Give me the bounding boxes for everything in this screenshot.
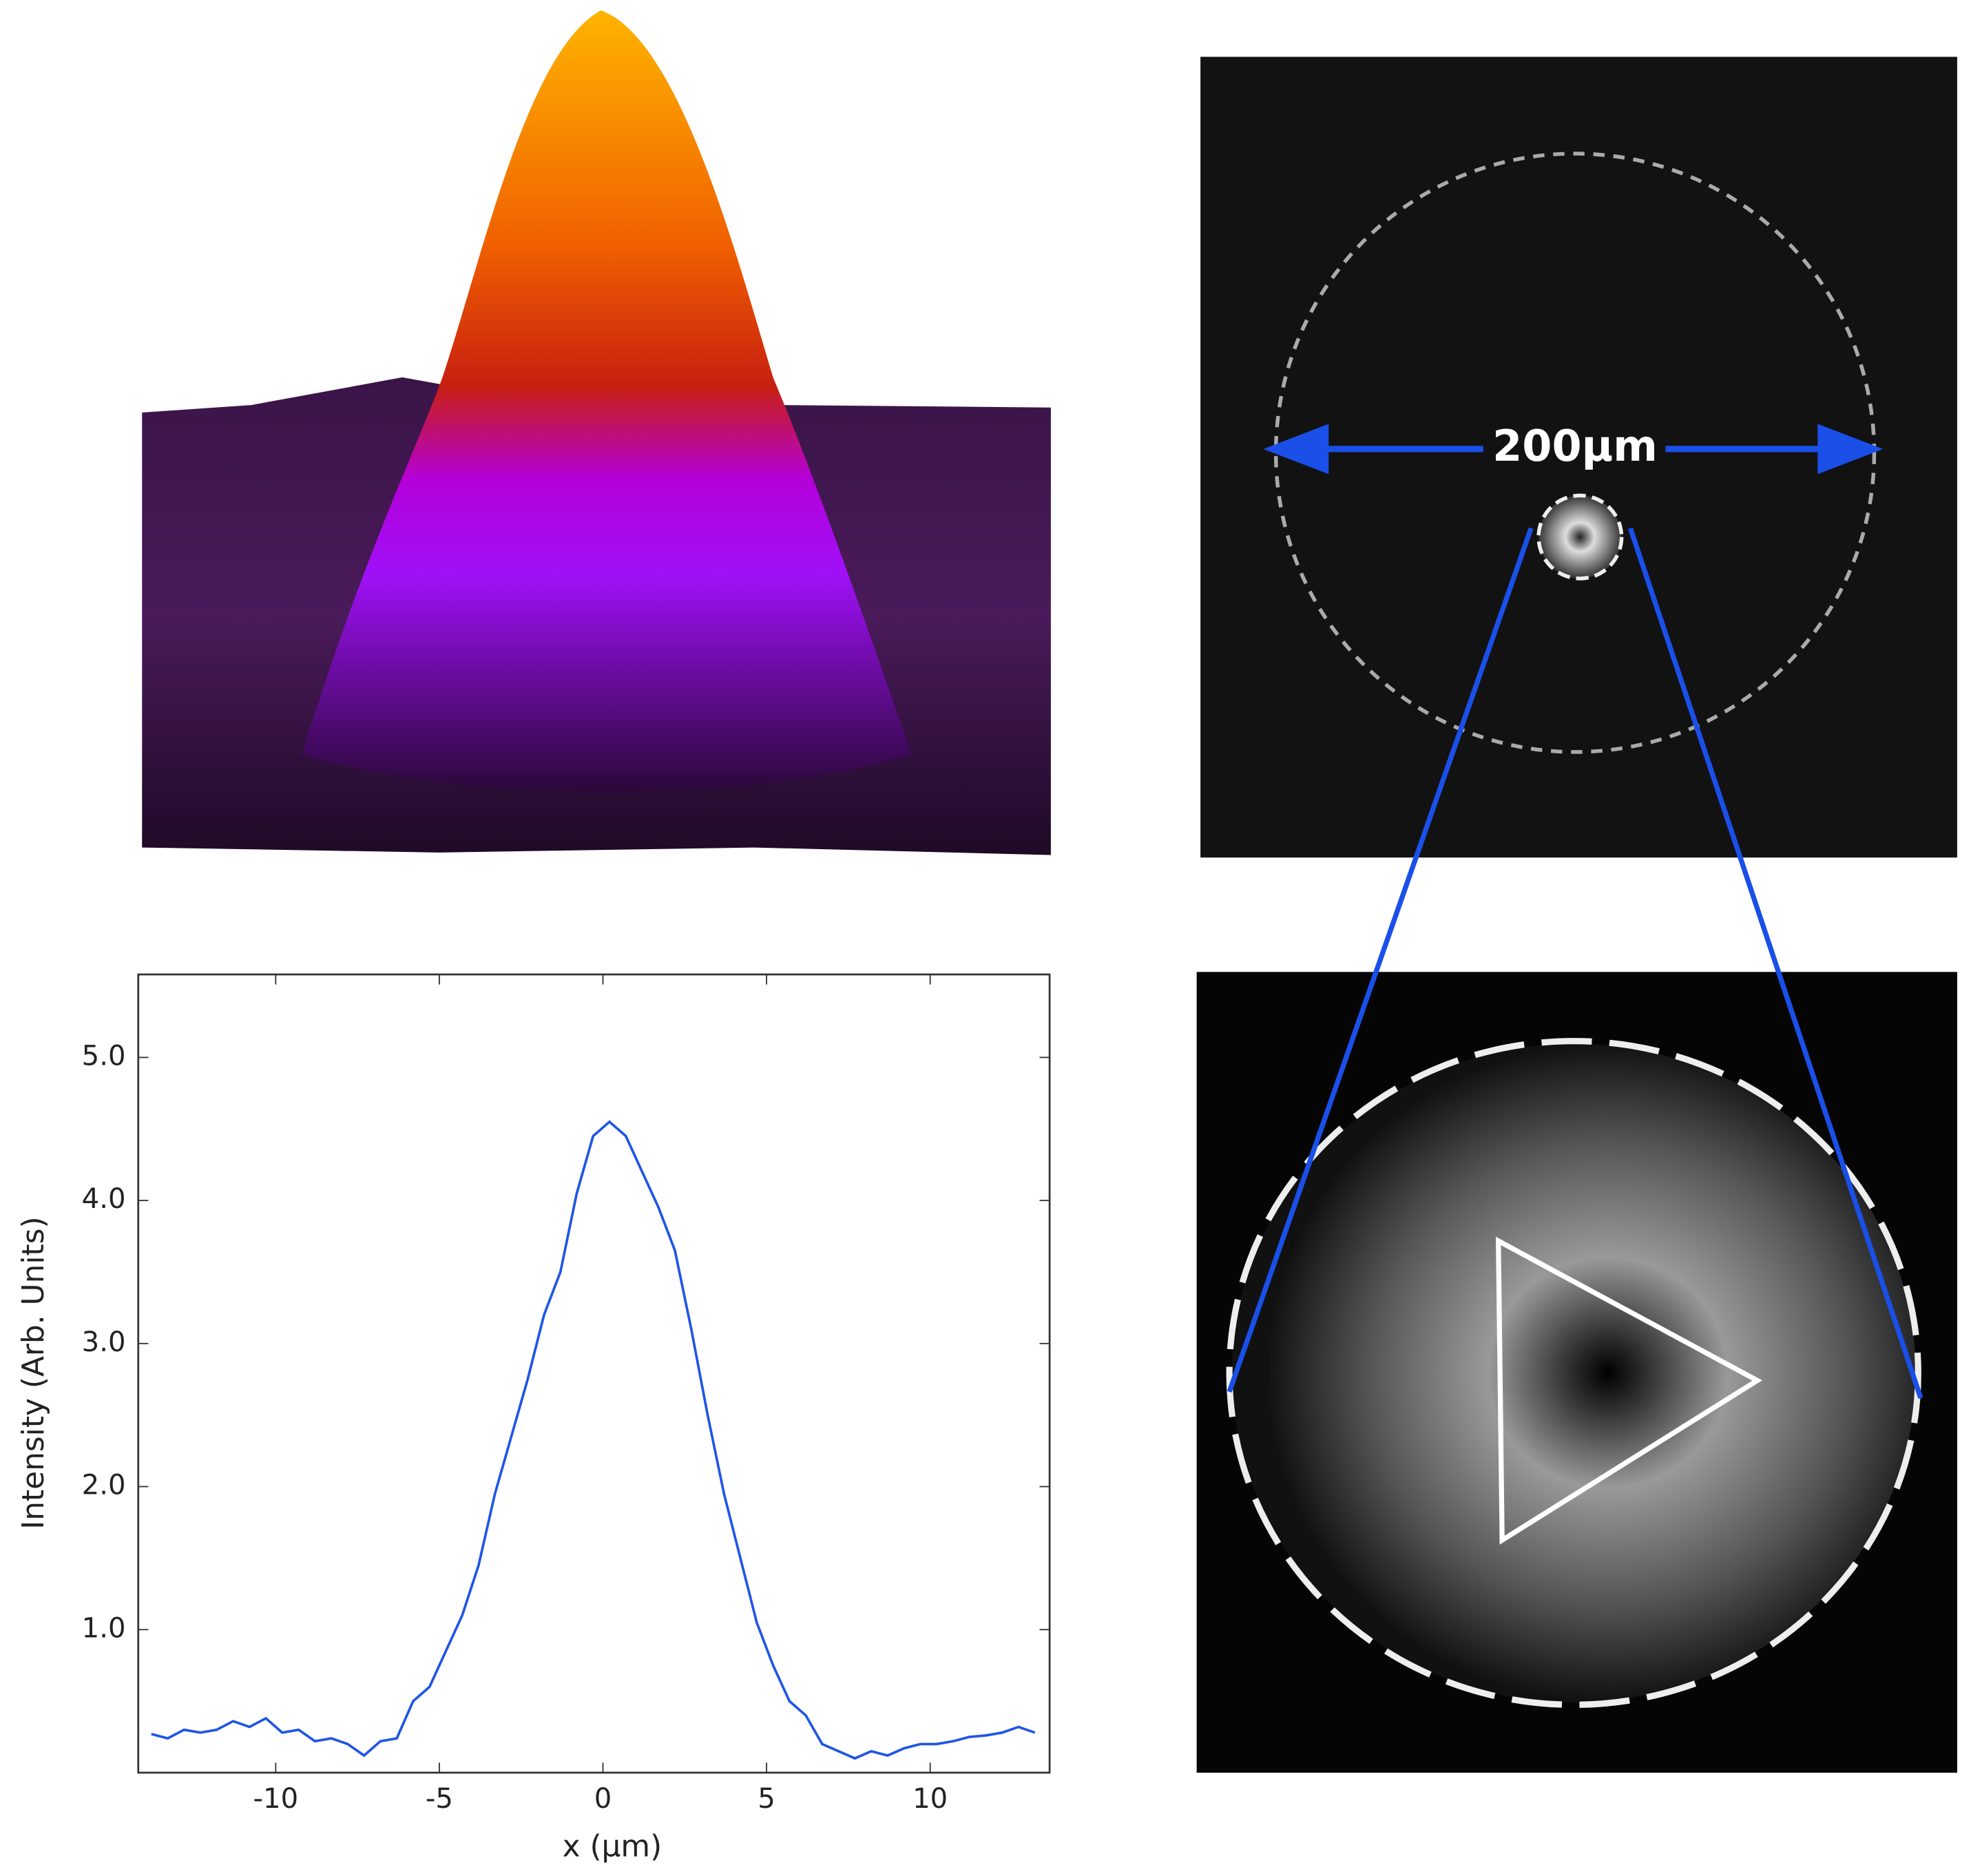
- arrow-head: [1817, 424, 1884, 475]
- y-tick-label: 2.0: [82, 1470, 126, 1501]
- arrow-head: [1263, 424, 1329, 475]
- x-tick-label: 10: [912, 1783, 948, 1815]
- y-axis-label: Intensity (Arb. Units): [16, 1216, 51, 1529]
- y-tick-label: 3.0: [82, 1326, 126, 1358]
- surface-plot: [142, 10, 1051, 855]
- triangle: [1495, 1236, 1762, 1545]
- x-tick-label: -10: [253, 1783, 299, 1815]
- x-tick-label: 0: [594, 1783, 612, 1815]
- zoom-circle: [1226, 1038, 1921, 1708]
- y-tick-label: 5.0: [82, 1040, 126, 1072]
- zoom-line: [1627, 527, 1923, 1399]
- surface-peak: [302, 10, 912, 793]
- zoom-image: [1196, 972, 1957, 1773]
- beam-profile: [1231, 1043, 1916, 1702]
- y-tick-label: 1.0: [82, 1612, 126, 1644]
- x-axis-label: x (μm): [563, 1828, 663, 1864]
- outer-circle: [1273, 152, 1877, 754]
- scale-label: 200μm: [1492, 421, 1658, 471]
- x-tick-label: -5: [426, 1783, 453, 1815]
- line-chart: x (μm) Intensity (Arb. Units) -10 -5 0 5 10 1…: [16, 973, 1051, 1864]
- x-tick-label: 5: [758, 1783, 775, 1815]
- data-line: [151, 1120, 1036, 1760]
- beam-image: 200μm: [1200, 56, 1957, 858]
- plot-frame: [137, 973, 1051, 1774]
- y-tick-label: 4.0: [82, 1183, 126, 1215]
- beam-spot: [1536, 493, 1624, 581]
- zoom-line: [1227, 527, 1534, 1393]
